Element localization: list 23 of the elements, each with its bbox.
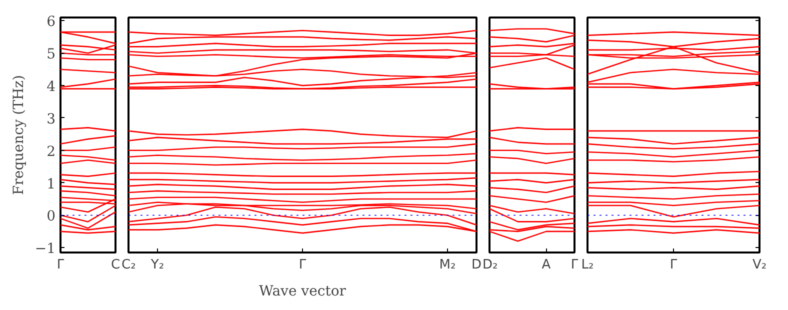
x-axis-title: Wave vector <box>259 284 346 300</box>
y-tick-label: 4 <box>46 79 56 96</box>
x-tick-label: Γ <box>670 258 678 272</box>
x-tick-label: Γ <box>298 258 307 272</box>
x-tick-label: M₂ <box>439 258 456 272</box>
y-tick-label: 5 <box>46 46 56 63</box>
x-tick-label: C₂ <box>122 258 136 272</box>
x-tick-label: V₂ <box>752 258 767 272</box>
x-tick-label: L₂ <box>581 258 594 272</box>
x-tick-label: Γ <box>570 258 579 272</box>
y-axis-title: Frequency (THz) <box>10 74 27 196</box>
x-tick-label: A <box>542 258 551 272</box>
x-tick-label: C <box>110 258 120 272</box>
y-tick-label: −1 <box>34 241 56 258</box>
x-tick-label: D₂ <box>482 258 498 272</box>
y-tick-label: 2 <box>46 144 56 160</box>
y-tick-label: 0 <box>46 208 56 225</box>
y-tick-label: 1 <box>46 176 56 192</box>
x-tick-label: Γ <box>56 258 65 272</box>
x-tick-label: D <box>471 258 482 272</box>
x-tick-label: Y₂ <box>150 258 164 272</box>
y-tick-label: 3 <box>46 111 56 128</box>
y-tick-label: 6 <box>46 14 56 30</box>
